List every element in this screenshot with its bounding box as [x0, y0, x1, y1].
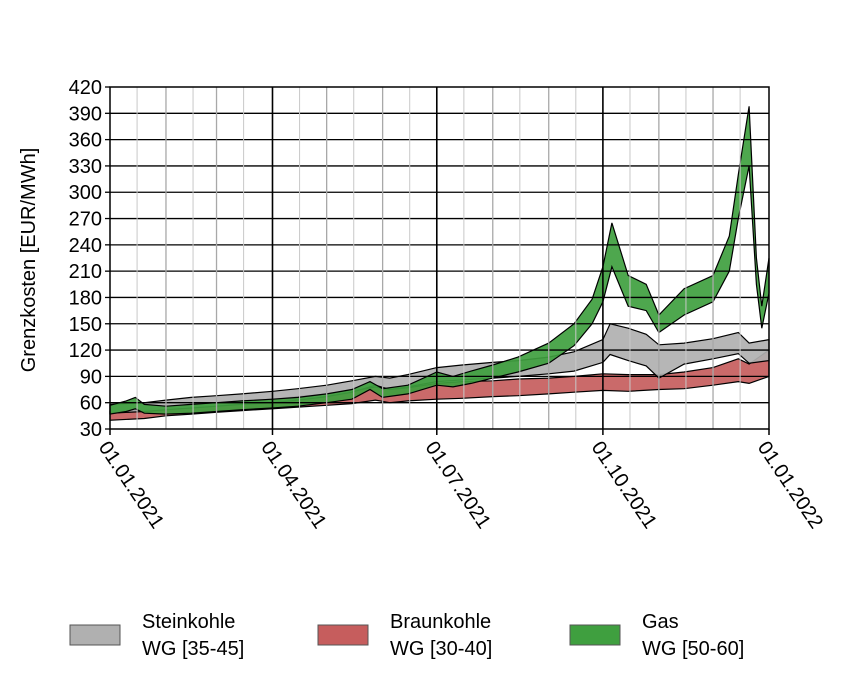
legend-label: Gas: [642, 611, 679, 633]
y-tick-label: 390: [69, 103, 102, 125]
legend-item-gas: Gas WG [50-60]: [569, 611, 744, 660]
legend-sublabel: WG [30-40]: [390, 638, 492, 660]
x-tick-label: 01.10.2021: [587, 437, 661, 532]
y-tick-label: 180: [69, 287, 102, 309]
legend-label: Steinkohle: [142, 611, 235, 633]
y-tick-label: 360: [69, 130, 102, 152]
band-layer: [109, 106, 770, 421]
y-axis: 30 60 90 120 150 180 210 240 270 300 330 360 390 420: [69, 77, 110, 441]
legend: Steinkohle WG [35-45] Braunkohle WG [30-40]…: [69, 611, 744, 660]
y-tick-label: 210: [69, 261, 102, 283]
x-tick-label: 01.01.2021: [94, 437, 168, 532]
y-tick-label: 270: [69, 209, 102, 231]
plot-frame: [109, 86, 770, 430]
y-axis-label: Grenzkosten [EUR/MWh]: [18, 148, 40, 373]
y-tick-label: 30: [80, 419, 102, 441]
y-tick-label: 90: [80, 366, 102, 388]
legend-swatch: [569, 624, 621, 646]
legend-item-steinkohle: Steinkohle WG [35-45]: [69, 611, 244, 660]
x-tick-label: 01.04.2021: [256, 437, 330, 532]
grid-layer: [110, 87, 769, 429]
y-tick-label: 60: [80, 393, 102, 415]
legend-swatch: [69, 624, 121, 646]
legend-sublabel: WG [50-60]: [642, 638, 744, 660]
x-axis: 01.01.2021 01.04.2021 01.07.2021 01.10.2021…: [94, 429, 827, 533]
x-tick-label: 01.01.2022: [753, 437, 827, 532]
legend-swatch: [317, 624, 369, 646]
x-tick-label: 01.07.2021: [421, 437, 495, 532]
band-steinkohle: [109, 323, 770, 414]
y-tick-label: 240: [69, 235, 102, 257]
legend-sublabel: WG [35-45]: [142, 638, 244, 660]
y-tick-label: 120: [69, 340, 102, 362]
y-tick-label: 150: [69, 314, 102, 336]
y-tick-label: 300: [69, 182, 102, 204]
legend-label: Braunkohle: [390, 611, 491, 633]
y-tick-label: 420: [69, 77, 102, 99]
y-tick-label: 330: [69, 156, 102, 178]
legend-item-braunkohle: Braunkohle WG [30-40]: [317, 611, 492, 660]
